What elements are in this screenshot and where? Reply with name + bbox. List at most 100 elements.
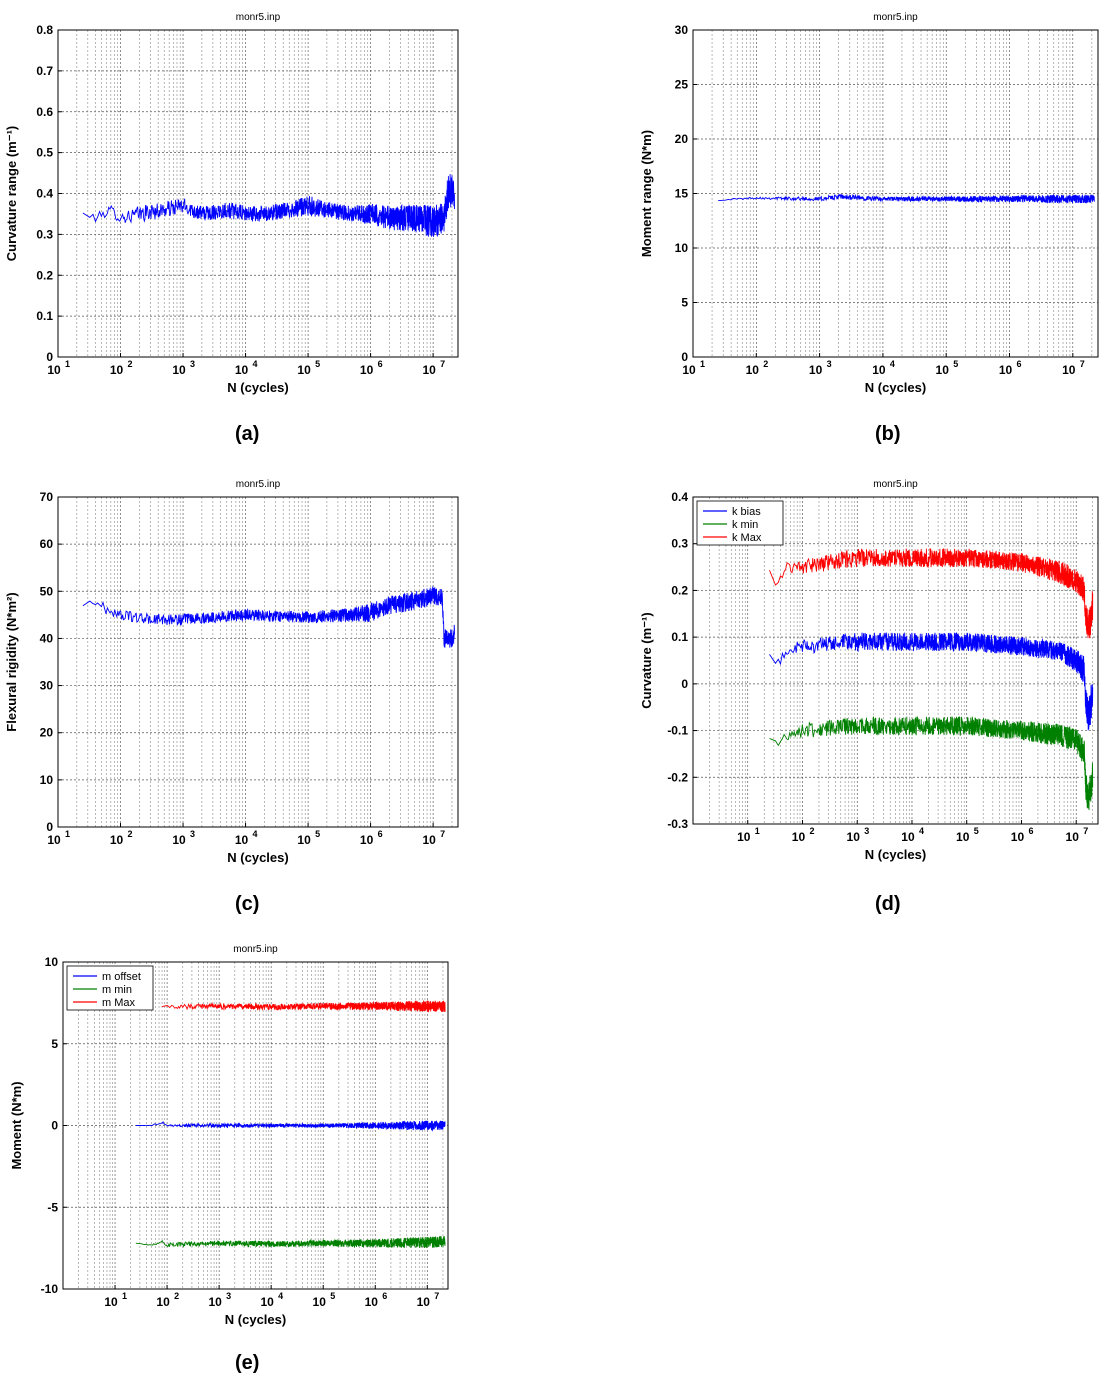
- y-tick-label: 0: [681, 677, 688, 691]
- x-tick-exponent: 7: [434, 1291, 439, 1301]
- x-tick-label: 10: [737, 830, 751, 844]
- legend-label: k bias: [732, 506, 761, 518]
- x-tick-exponent: 3: [827, 359, 832, 369]
- y-tick-label: 0.7: [36, 64, 53, 78]
- legend-box: [66, 965, 154, 1011]
- x-tick-label: 10: [360, 363, 374, 377]
- y-tick-label: 30: [40, 679, 54, 693]
- y-tick-label: 15: [675, 187, 689, 201]
- series-line-m-min: [135, 1235, 446, 1249]
- grid: [57, 496, 458, 828]
- y-tick-label: 5: [51, 1037, 58, 1051]
- x-tick-exponent: 6: [1028, 826, 1033, 836]
- x-tick-label: 10: [110, 363, 124, 377]
- y-tick-label: 40: [40, 631, 54, 645]
- x-tick-label: 10: [172, 363, 186, 377]
- x-tick-exponent: 1: [755, 826, 760, 836]
- x-tick-label: 10: [208, 1295, 222, 1309]
- x-tick-label: 10: [1062, 363, 1076, 377]
- y-tick-label: 20: [40, 726, 54, 740]
- panel-label-a: (a): [235, 423, 260, 445]
- y-tick-label: 60: [40, 537, 54, 551]
- x-tick-exponent: 7: [1080, 359, 1085, 369]
- y-tick-label: 0: [51, 1119, 58, 1133]
- chart-a-svg: monr5.inp 0 0.1 0.2 0.3 0.4 0.5 0.6 0.7 0.8 10 1 10 2…: [4, 12, 459, 395]
- x-tick-exponent: 4: [253, 829, 258, 839]
- grid: [57, 29, 458, 358]
- x-axis-label: N (cycles): [865, 847, 926, 862]
- y-tick-label: 0.8: [36, 23, 53, 37]
- x-tick-exponent: 3: [864, 826, 869, 836]
- y-tick-label: -10: [41, 1282, 59, 1296]
- y-tick-label: 10: [40, 773, 54, 787]
- y-tick-label: 20: [675, 132, 689, 146]
- chart-title: monr5.inp: [236, 479, 281, 490]
- x-axis-label: N (cycles): [865, 380, 926, 395]
- x-tick-exponent: 1: [65, 359, 70, 369]
- series-line-m-offset: [135, 1120, 446, 1132]
- x-tick-exponent: 2: [809, 826, 814, 836]
- y-tick-label: -0.2: [667, 770, 688, 784]
- panel-label-e: (e): [235, 1352, 260, 1374]
- series-line-data: [82, 174, 455, 237]
- y-tick-label: 10: [45, 955, 59, 969]
- x-tick-exponent: 5: [974, 826, 979, 836]
- y-tick-label: 0.6: [36, 105, 53, 119]
- x-tick-exponent: 2: [128, 359, 133, 369]
- x-tick-label: 10: [809, 363, 823, 377]
- grid: [692, 496, 1098, 825]
- x-tick-label: 10: [999, 363, 1013, 377]
- x-tick-exponent: 6: [382, 1291, 387, 1301]
- y-tick-label: 0.3: [36, 227, 53, 241]
- x-tick-exponent: 6: [378, 829, 383, 839]
- x-tick-exponent: 1: [700, 359, 705, 369]
- x-tick-label: 10: [235, 833, 249, 847]
- y-tick-label: 0: [681, 350, 688, 364]
- y-tick-label: 10: [675, 241, 689, 255]
- y-tick-label: 0.2: [36, 268, 53, 282]
- x-tick-label: 10: [417, 1295, 431, 1309]
- y-axis-label: Curvature (m⁻¹): [639, 612, 654, 708]
- x-tick-label: 10: [1011, 830, 1025, 844]
- x-tick-label: 10: [682, 363, 696, 377]
- x-tick-label: 10: [104, 1295, 118, 1309]
- grid: [62, 961, 448, 1290]
- x-tick-exponent: 6: [378, 359, 383, 369]
- x-tick-label: 10: [422, 363, 436, 377]
- y-axis-label: Moment range (N*m): [639, 130, 654, 257]
- x-tick-label: 10: [936, 363, 950, 377]
- x-tick-exponent: 4: [278, 1291, 283, 1301]
- y-tick-label: -0.1: [667, 724, 688, 738]
- y-axis-label: Flexural rigidity (N*m²): [4, 592, 19, 731]
- x-tick-label: 10: [297, 363, 311, 377]
- x-tick-label: 10: [422, 833, 436, 847]
- chart-title: monr5.inp: [236, 12, 281, 23]
- x-tick-exponent: 7: [440, 359, 445, 369]
- legend-label: k min: [732, 519, 758, 531]
- y-tick-label: -0.3: [667, 817, 688, 831]
- x-tick-label: 10: [156, 1295, 170, 1309]
- y-tick-label: 25: [675, 78, 689, 92]
- x-tick-exponent: 4: [919, 826, 924, 836]
- x-tick-exponent: 4: [253, 359, 258, 369]
- x-tick-exponent: 3: [190, 359, 195, 369]
- series-line-k-bias: [769, 632, 1094, 731]
- x-tick-exponent: 1: [65, 829, 70, 839]
- chart-d-svg: monr5.inp-0.3-0.2-0.100.10.20.30.410 1 10 2…: [639, 479, 1099, 862]
- chart-panel-c: monr5.inp 0 10 20 30 40 50 60 70 10 1 10 2 10 3 10 4 10 5 1…: [0, 470, 560, 930]
- panel-label-b: (b): [875, 423, 901, 445]
- x-tick-exponent: 2: [128, 829, 133, 839]
- x-tick-exponent: 5: [330, 1291, 335, 1301]
- x-tick-exponent: 5: [315, 359, 320, 369]
- x-tick-label: 10: [901, 830, 915, 844]
- x-tick-label: 10: [365, 1295, 379, 1309]
- chart-title: monr5.inp: [233, 944, 278, 955]
- x-tick-exponent: 2: [174, 1291, 179, 1301]
- x-tick-label: 10: [956, 830, 970, 844]
- plot-frame: [57, 496, 459, 828]
- chart-panel-d: monr5.inp -0.3 -0.2 -0.1 0 0.1 0.2 0.3 0.4 10 1 10 2…: [630, 470, 1105, 930]
- series-line-k-max: [769, 548, 1094, 639]
